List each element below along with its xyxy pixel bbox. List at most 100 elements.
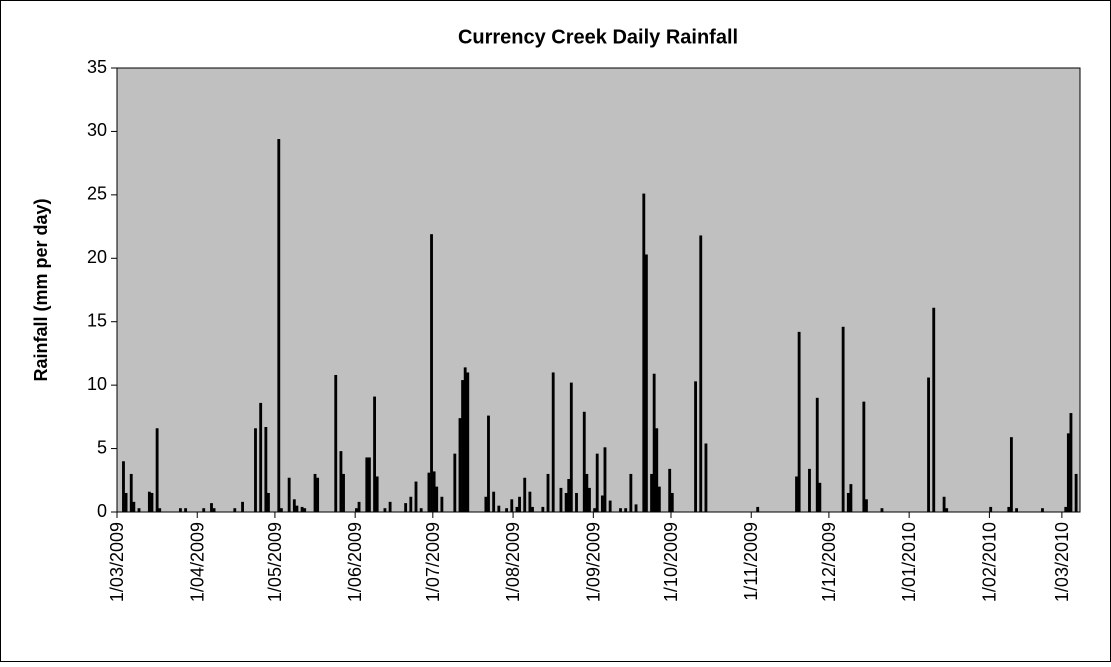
bar	[458, 418, 462, 512]
bar	[515, 506, 519, 512]
bar	[815, 397, 819, 512]
bar	[292, 499, 296, 512]
y-tick-label: 25	[87, 184, 107, 204]
bar	[367, 457, 371, 512]
bar	[287, 477, 291, 512]
bar	[670, 492, 674, 512]
bar	[1074, 473, 1078, 512]
bar	[505, 508, 509, 512]
bar	[210, 503, 213, 512]
bar	[264, 427, 268, 512]
bar	[624, 508, 628, 512]
y-tick-label: 15	[87, 310, 107, 330]
bar	[510, 499, 514, 512]
bar	[600, 495, 604, 512]
bar	[569, 382, 573, 512]
bar	[277, 139, 281, 513]
bar	[1041, 508, 1044, 512]
bar	[303, 508, 307, 512]
bar	[818, 482, 822, 512]
bar	[150, 492, 154, 512]
bar	[487, 415, 490, 512]
y-tick-label: 0	[97, 501, 107, 521]
bar	[339, 451, 343, 512]
bar	[756, 506, 760, 512]
bar	[668, 468, 672, 512]
x-tick-label: 1/08/2009	[503, 522, 523, 602]
bar	[582, 411, 586, 512]
y-axis-label: Rainfall (mm per day)	[31, 198, 51, 381]
bar	[383, 508, 387, 512]
bar	[342, 473, 345, 512]
bar	[355, 508, 358, 512]
bar	[388, 501, 392, 512]
bar	[357, 501, 361, 512]
bar	[334, 374, 338, 512]
bar	[657, 486, 661, 512]
bar	[989, 506, 993, 512]
bar	[241, 501, 244, 512]
bar	[435, 486, 439, 512]
bar	[300, 506, 304, 512]
bar	[1015, 508, 1019, 512]
bar	[316, 477, 320, 512]
bar	[629, 473, 633, 512]
y-tick-label: 10	[87, 374, 107, 394]
bar	[1007, 506, 1011, 512]
bar	[593, 508, 597, 512]
bar	[137, 508, 141, 512]
bar	[122, 461, 125, 512]
bar	[124, 492, 128, 512]
bar	[585, 473, 589, 512]
bar	[492, 491, 496, 512]
bar	[427, 472, 431, 512]
bar	[634, 504, 638, 512]
x-tick-label: 1/12/2009	[819, 522, 839, 602]
bar	[849, 484, 853, 512]
y-tick-label: 20	[87, 247, 107, 267]
bar	[259, 402, 263, 512]
bar	[202, 508, 206, 512]
bar	[880, 508, 884, 512]
bar	[212, 508, 216, 512]
bar	[233, 508, 237, 512]
bar	[846, 492, 850, 512]
bar	[945, 508, 949, 512]
bar	[404, 503, 408, 512]
x-tick-label: 1/07/2009	[423, 522, 443, 602]
bar	[295, 505, 299, 512]
bar	[655, 428, 659, 512]
bar	[518, 496, 521, 512]
bar	[1064, 506, 1068, 512]
bar	[531, 506, 534, 512]
bar	[644, 254, 648, 513]
bar	[694, 381, 698, 512]
x-tick-label: 1/11/2009	[741, 522, 761, 601]
bar	[567, 479, 571, 512]
bar	[523, 477, 527, 512]
bar	[559, 487, 563, 512]
bar	[865, 499, 868, 512]
bar	[484, 496, 488, 512]
bar	[497, 505, 501, 512]
y-tick-label: 35	[87, 57, 107, 77]
bar	[551, 372, 555, 512]
bar	[184, 508, 188, 512]
bar	[1066, 433, 1070, 512]
bar	[575, 492, 578, 512]
bar	[699, 235, 703, 513]
bar	[1009, 437, 1013, 512]
bar	[419, 508, 423, 512]
bar	[466, 372, 470, 512]
bar	[927, 377, 930, 512]
bar	[608, 500, 612, 512]
bar	[158, 508, 162, 512]
bar	[619, 508, 622, 512]
bar	[564, 492, 568, 512]
bar	[650, 473, 653, 512]
bar	[795, 476, 798, 512]
bar	[178, 508, 182, 512]
bar	[862, 401, 866, 512]
x-tick-label: 1/03/2010	[1052, 522, 1072, 602]
